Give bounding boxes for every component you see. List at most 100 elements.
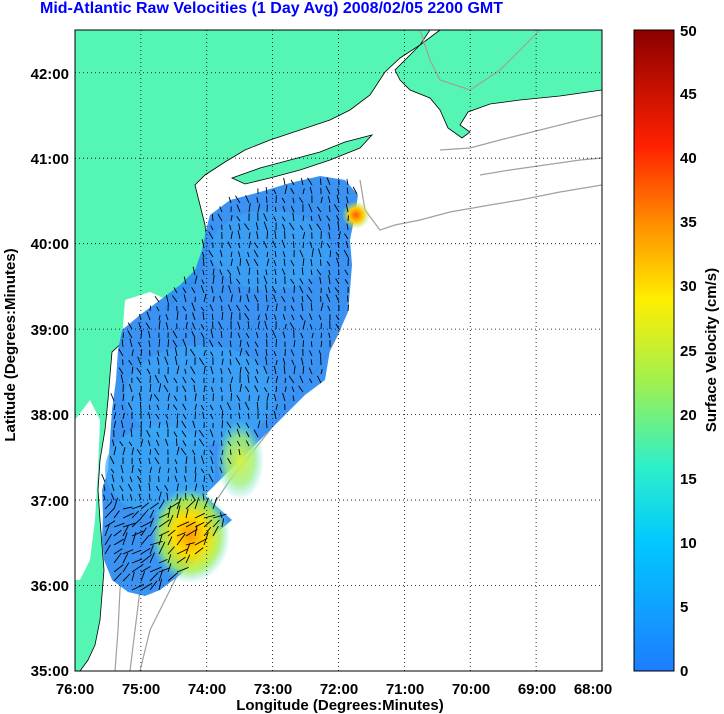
velocity-vector <box>257 286 259 294</box>
velocity-medium-region <box>210 210 330 290</box>
velocity-vector <box>253 249 259 258</box>
velocity-vector <box>158 534 163 546</box>
velocity-vector <box>119 485 124 492</box>
velocity-vector <box>127 484 133 492</box>
velocity-vector <box>326 293 331 303</box>
velocity-vector <box>254 348 259 357</box>
velocity-vector <box>158 541 166 555</box>
velocity-vector <box>158 466 161 474</box>
velocity-vector <box>335 323 340 330</box>
velocity-vector <box>146 311 151 321</box>
land-cape-cod <box>394 30 602 139</box>
velocity-vector <box>273 393 277 402</box>
velocity-vector <box>158 491 162 501</box>
velocity-vector <box>326 215 331 222</box>
velocity-vector <box>182 338 187 348</box>
velocity-vector <box>316 269 322 276</box>
velocity-vector <box>167 563 172 573</box>
velocity-vector <box>173 431 178 438</box>
velocity-vector <box>209 429 214 438</box>
velocity-vector <box>288 375 295 384</box>
velocity-vector <box>158 558 168 564</box>
velocity-vector <box>155 485 160 492</box>
velocity-vector <box>176 497 182 510</box>
velocity-vector <box>113 538 124 546</box>
velocity-vector <box>185 456 188 465</box>
velocity-vector <box>149 541 163 546</box>
velocity-vector <box>271 329 277 339</box>
velocity-vector <box>219 467 223 474</box>
velocity-vector <box>122 447 126 456</box>
velocity-vector <box>194 483 198 492</box>
velocity-vector <box>104 520 116 528</box>
velocity-vector <box>309 241 313 249</box>
velocity-vector <box>228 285 232 294</box>
velocity-vector <box>239 348 243 357</box>
velocity-vector <box>191 287 196 294</box>
velocity-vector <box>167 529 176 537</box>
velocity-vector <box>148 457 151 465</box>
velocity-vector <box>127 330 133 339</box>
velocity-vector <box>302 188 305 195</box>
velocity-vector <box>176 556 186 564</box>
x-tick: 75:00 <box>122 681 160 698</box>
velocity-vector <box>209 404 214 411</box>
velocity-vector <box>158 519 170 528</box>
velocity-vector <box>158 422 161 429</box>
velocity-vector <box>253 242 259 249</box>
velocity-vector <box>308 203 313 213</box>
velocity-vector <box>210 456 214 465</box>
velocity-vector <box>182 287 187 294</box>
velocity-vector <box>131 549 141 555</box>
velocity-vector <box>208 473 214 483</box>
velocity-vector <box>156 357 160 366</box>
velocity-vector <box>185 359 188 366</box>
velocity-vector <box>140 534 150 546</box>
velocity-vector <box>229 275 232 285</box>
velocity-vector <box>167 514 174 528</box>
velocity-vector <box>104 508 115 519</box>
velocity-vector <box>140 582 153 591</box>
colorbar-label: Surface Velocity (cm/s) <box>703 268 720 432</box>
velocity-vector <box>158 567 171 573</box>
velocity-vector <box>237 332 241 339</box>
velocity-vector <box>244 366 250 375</box>
velocity-vector <box>275 386 278 393</box>
velocity-vector <box>140 520 153 528</box>
velocity-vector <box>310 258 313 267</box>
velocity-vector <box>104 524 110 537</box>
velocity-vector <box>113 552 122 564</box>
velocity-vector <box>149 502 159 510</box>
velocity-vector <box>302 320 306 330</box>
velocity-vector <box>236 395 241 402</box>
velocity-vector <box>253 258 259 267</box>
velocity-vector <box>149 525 157 537</box>
velocity-vector <box>247 413 250 420</box>
velocity-vector <box>291 314 295 321</box>
velocity-vector <box>217 213 223 222</box>
velocity-vector <box>202 311 205 321</box>
velocity-vector <box>136 449 142 456</box>
velocity-vector <box>182 306 187 312</box>
colorbar-tick: 40 <box>680 150 697 167</box>
velocity-vector <box>156 306 160 312</box>
velocity-vector <box>203 475 206 483</box>
velocity-vector <box>274 268 277 276</box>
velocity-vector <box>227 457 232 465</box>
velocity-vector <box>113 412 117 420</box>
velocity-vector <box>182 403 187 411</box>
velocity-vector <box>235 357 241 366</box>
velocity-vector <box>147 440 151 447</box>
velocity-vector <box>273 365 277 375</box>
velocity-vector <box>301 296 304 303</box>
velocity-vector <box>194 275 198 285</box>
velocity-vector <box>307 177 313 186</box>
velocity-vector <box>185 521 196 528</box>
velocity-vector <box>190 366 196 375</box>
velocity-vector <box>227 367 232 375</box>
velocity-vector <box>149 544 154 555</box>
velocity-vector <box>173 377 178 384</box>
velocity-vector <box>208 250 214 258</box>
velocity-vector <box>302 340 305 348</box>
velocity-vector <box>138 322 142 330</box>
